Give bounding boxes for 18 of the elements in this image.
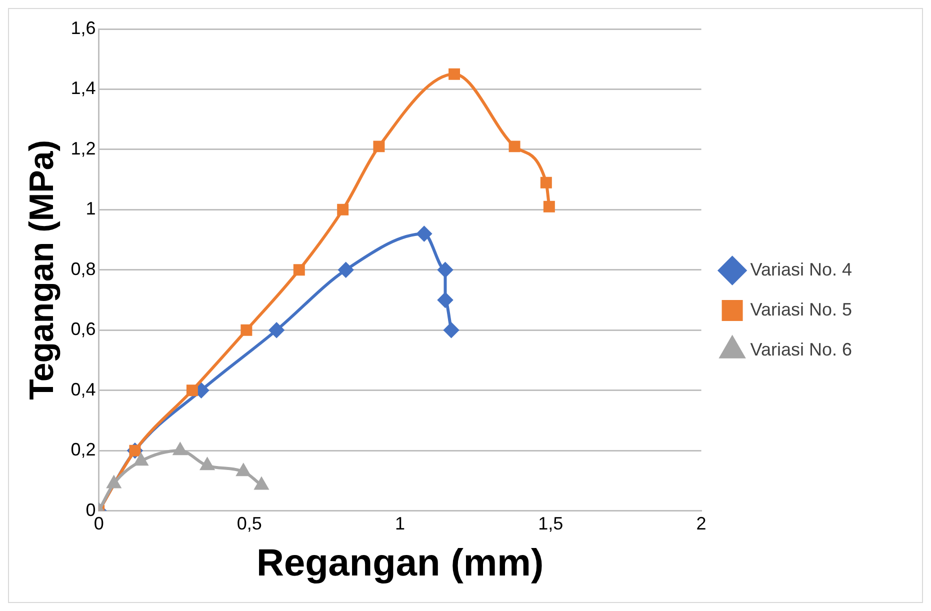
x-tick-label: 2 — [696, 514, 706, 534]
y-axis-title: Tegangan (MPa) — [22, 140, 61, 400]
y-tick-label: 1 — [86, 198, 96, 219]
legend-label: Variasi No. 6 — [750, 339, 852, 360]
y-tick-label: 1,2 — [70, 138, 96, 158]
x-tick-label: 1 — [395, 514, 406, 534]
x-axis-title: Regangan (mm) — [256, 542, 544, 585]
x-tick-label: 0,5 — [236, 514, 262, 534]
y-tick-label: 0 — [86, 500, 96, 520]
legend-label: Variasi No. 4 — [750, 259, 852, 280]
y-tick-label: 0,6 — [70, 319, 96, 340]
y-tick-label: 1,6 — [70, 18, 96, 38]
y-tick-label: 0,2 — [70, 440, 96, 460]
y-tick-label: 0,4 — [70, 379, 96, 400]
x-tick-label: 1,5 — [538, 514, 564, 534]
legend-label: Variasi No. 5 — [750, 299, 852, 320]
y-tick-label: 0,8 — [70, 258, 96, 279]
y-tick-label: 1,4 — [70, 78, 96, 98]
